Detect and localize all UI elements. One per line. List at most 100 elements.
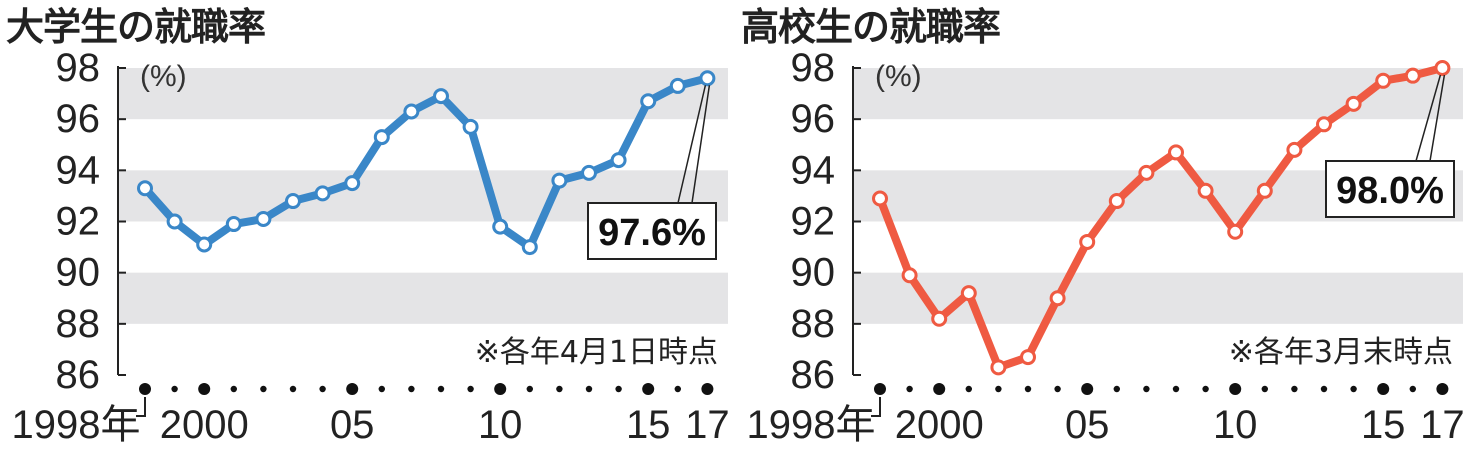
callout-leader: [677, 85, 707, 204]
x-tick-dot: [494, 383, 507, 395]
y-tick-label: 92: [791, 200, 836, 244]
x-tick-dot: [1172, 385, 1180, 393]
data-point: [960, 285, 977, 302]
data-point: [166, 213, 183, 230]
data-point: [255, 210, 272, 227]
x-tick-label: 05: [1065, 403, 1110, 447]
data-point: [1079, 233, 1096, 250]
x-tick-dot: [1320, 385, 1328, 393]
data-point: [1138, 164, 1155, 181]
callout-box: [587, 202, 717, 260]
x-tick-label: 10: [478, 403, 523, 447]
x-tick-label: 17: [1420, 403, 1465, 447]
x-tick-label: 15: [626, 403, 671, 447]
data-point: [373, 129, 390, 146]
x-tick-dot: [198, 383, 211, 395]
x-label-bracket: [871, 397, 881, 417]
x-tick-dot: [701, 383, 714, 395]
unit-label: (%): [140, 60, 187, 93]
line-chart-university: 98 96 94 92 90 88 86 (%) ※各年4月1日時点 1998年 2000 05 10 1…: [12, 46, 730, 447]
data-point: [1049, 290, 1066, 307]
data-point: [640, 93, 657, 110]
data-point: [699, 70, 716, 87]
data-point: [669, 77, 686, 94]
x-tick-dot: [1409, 385, 1416, 393]
x-tick-dot: [1143, 385, 1150, 393]
data-point: [196, 236, 213, 253]
x-tick-dot: [933, 383, 946, 395]
x-tick-label: 2000: [160, 403, 249, 447]
y-tick-label: 98: [56, 46, 101, 90]
data-point: [344, 175, 361, 192]
data-point: [462, 118, 479, 135]
x-tick-label: 15: [1361, 403, 1406, 447]
y-tick-label: 96: [791, 97, 836, 141]
y-tick-label: 98: [791, 46, 836, 90]
x-tick-dot: [556, 385, 563, 393]
data-point: [1227, 223, 1244, 240]
x-tick-dot: [289, 385, 297, 393]
data-point: [1286, 141, 1303, 158]
callout-value-label: 97.6%: [598, 212, 706, 254]
x-tick-dot: [1024, 385, 1032, 393]
data-point: [990, 359, 1007, 376]
y-tick-label: 96: [56, 97, 101, 141]
x-label-bracket: [136, 397, 146, 417]
x-tick-dot: [319, 385, 326, 393]
grid-band: [118, 68, 728, 120]
data-point: [1434, 60, 1451, 76]
x-tick-label: 17: [685, 403, 730, 447]
x-tick-dot: [615, 385, 622, 393]
grid-band: [853, 272, 1463, 324]
x-tick-dot: [467, 385, 474, 393]
x-tick-dot: [674, 385, 681, 393]
x-tick-dot: [378, 385, 385, 393]
x-tick-dot: [139, 383, 151, 395]
x-tick-dot: [995, 385, 1002, 393]
x-tick-dot: [1054, 385, 1061, 393]
x-tick-dot: [906, 385, 913, 393]
data-point: [1345, 95, 1362, 112]
chart-title: 大学生の就職率: [6, 5, 266, 49]
data-point: [931, 310, 948, 327]
data-point: [492, 218, 509, 235]
y-tick-label: 86: [56, 353, 101, 397]
x-tick-label: 1998年: [747, 403, 876, 447]
y-tick-label: 88: [791, 302, 836, 346]
x-tick-dot: [408, 385, 415, 393]
x-tick-dot: [1229, 383, 1242, 395]
x-tick-dot: [1081, 383, 1094, 395]
data-point: [1108, 193, 1125, 210]
x-tick-label: 10: [1213, 403, 1258, 447]
x-tick-dot: [965, 385, 972, 393]
data-point: [610, 152, 627, 169]
y-tick-label: 94: [56, 148, 101, 192]
data-point: [225, 216, 242, 233]
y-tick-label: 86: [791, 353, 836, 397]
callout-leader: [691, 85, 711, 204]
footnote-label: ※各年4月1日時点: [475, 335, 718, 370]
x-tick-dot: [1202, 385, 1209, 393]
data-point: [314, 185, 331, 202]
callout-value-label: 98.0%: [1336, 170, 1444, 212]
x-tick-dot: [1113, 385, 1120, 393]
chart-panel-highschool: 高校生の就職率 98 96 94 92 90 88 86 (%) ※各年3月末時点 1998年 20…: [735, 0, 1470, 462]
y-tick-label: 90: [791, 251, 836, 295]
callout-box: [1325, 160, 1455, 218]
data-point: [872, 190, 888, 207]
x-tick-dot: [346, 383, 359, 395]
data-point: [1256, 182, 1273, 199]
data-point: [433, 88, 449, 105]
x-tick-dot: [1377, 383, 1390, 395]
x-tick-dot: [260, 385, 267, 393]
x-tick-dot: [1261, 385, 1268, 393]
data-point: [581, 164, 597, 181]
y-tick-label: 88: [56, 302, 101, 346]
data-point: [1168, 144, 1184, 161]
x-tick-dot: [585, 385, 593, 393]
data-point: [521, 239, 538, 256]
grid-band: [118, 272, 728, 324]
x-tick-label: 05: [330, 403, 375, 447]
data-point: [403, 103, 420, 120]
data-point: [551, 172, 568, 189]
